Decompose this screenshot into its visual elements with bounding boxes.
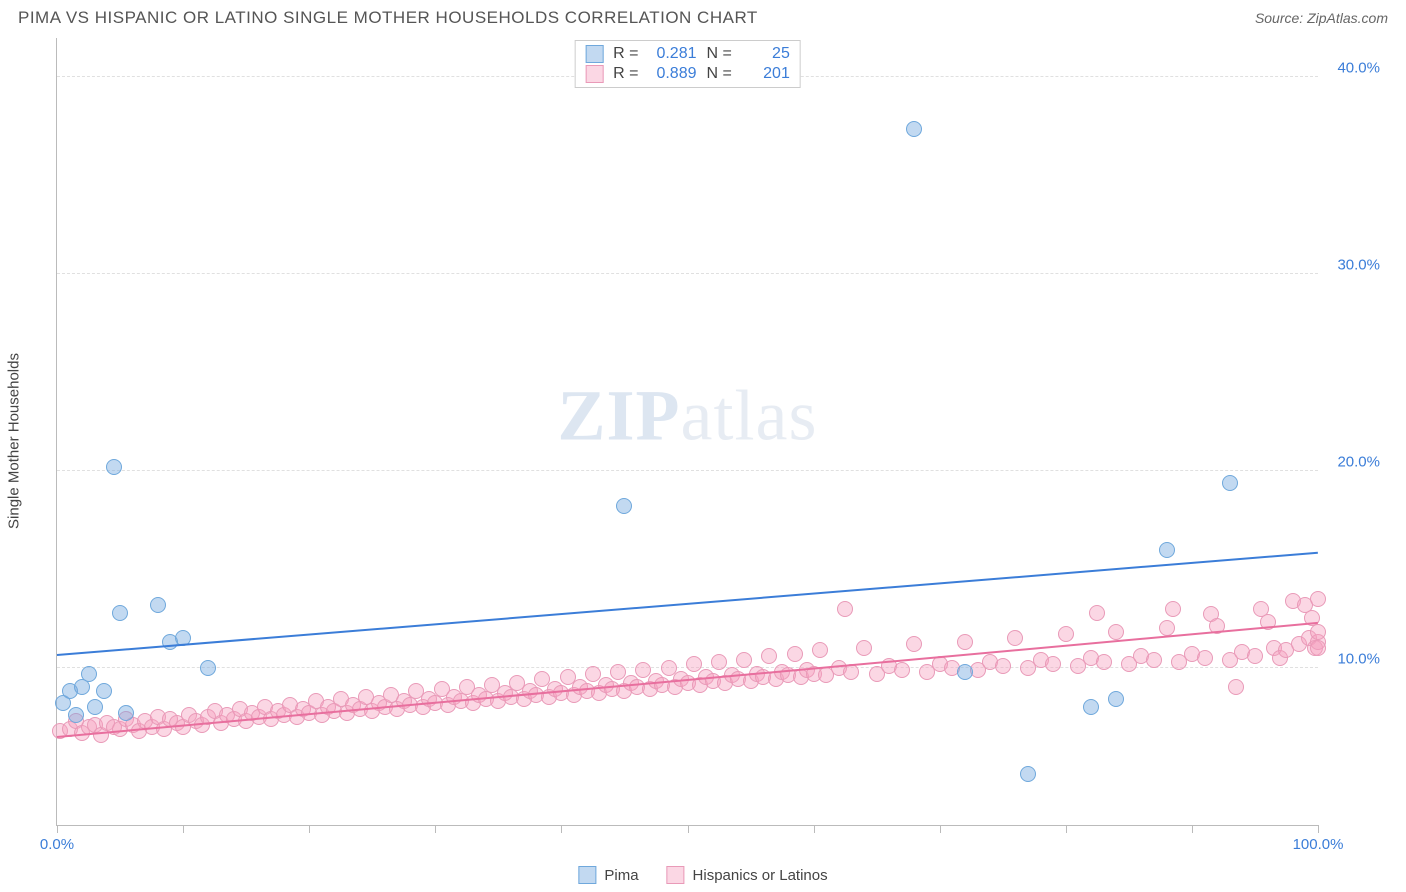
x-tick <box>435 825 436 833</box>
point-series2 <box>894 662 910 678</box>
x-tick <box>561 825 562 833</box>
x-tick <box>183 825 184 833</box>
point-series1 <box>81 666 97 682</box>
point-series1 <box>118 705 134 721</box>
point-series2 <box>957 634 973 650</box>
swatch-series2-icon <box>667 866 685 884</box>
point-series1 <box>74 679 90 695</box>
x-tick <box>688 825 689 833</box>
point-series1 <box>68 707 84 723</box>
stats-legend-box: R = 0.281 N = 25 R = 0.889 N = 201 <box>574 40 801 88</box>
source-label: Source: ZipAtlas.com <box>1255 10 1388 26</box>
point-series2 <box>1146 652 1162 668</box>
watermark: ZIPatlas <box>558 374 818 457</box>
point-series2 <box>856 640 872 656</box>
y-tick-label: 30.0% <box>1337 257 1380 274</box>
point-series1 <box>200 660 216 676</box>
y-tick-label: 10.0% <box>1337 650 1380 667</box>
point-series1 <box>957 664 973 680</box>
point-series2 <box>906 636 922 652</box>
point-series2 <box>1007 630 1023 646</box>
stats-row-series1: R = 0.281 N = 25 <box>585 44 790 64</box>
point-series2 <box>1310 591 1326 607</box>
gridline <box>57 273 1318 274</box>
x-tick <box>1192 825 1193 833</box>
point-series2 <box>837 601 853 617</box>
point-series2 <box>787 646 803 662</box>
x-tick <box>1318 825 1319 833</box>
swatch-series1 <box>585 45 603 63</box>
legend-item-series1: Pima <box>578 866 638 884</box>
plot-region: ZIPatlas R = 0.281 N = 25 R = 0.889 N = … <box>56 38 1318 826</box>
point-series2 <box>995 658 1011 674</box>
point-series1 <box>616 498 632 514</box>
point-series2 <box>1058 626 1074 642</box>
point-series2 <box>1165 601 1181 617</box>
legend-item-series2: Hispanics or Latinos <box>667 866 828 884</box>
point-series1 <box>1020 766 1036 782</box>
point-series2 <box>1089 605 1105 621</box>
x-tick <box>814 825 815 833</box>
point-series2 <box>736 652 752 668</box>
swatch-series2 <box>585 65 603 83</box>
point-series2 <box>1045 656 1061 672</box>
gridline <box>57 470 1318 471</box>
point-series2 <box>1310 624 1326 640</box>
point-series2 <box>761 648 777 664</box>
chart-area: Single Mother Households ZIPatlas R = 0.… <box>18 38 1388 844</box>
x-tick <box>309 825 310 833</box>
point-series2 <box>686 656 702 672</box>
point-series1 <box>112 605 128 621</box>
point-series1 <box>96 683 112 699</box>
x-tick-label: 0.0% <box>40 836 74 853</box>
x-tick-label: 100.0% <box>1293 836 1344 853</box>
legend-label-series2: Hispanics or Latinos <box>693 867 828 884</box>
point-series2 <box>812 642 828 658</box>
point-series1 <box>1083 699 1099 715</box>
point-series1 <box>87 699 103 715</box>
point-series1 <box>106 459 122 475</box>
point-series2 <box>1096 654 1112 670</box>
stats-row-series2: R = 0.889 N = 201 <box>585 64 790 84</box>
point-series1 <box>1159 542 1175 558</box>
point-series2 <box>1247 648 1263 664</box>
bottom-legend: Pima Hispanics or Latinos <box>578 866 827 884</box>
x-tick <box>1066 825 1067 833</box>
y-axis-label: Single Mother Households <box>6 353 23 529</box>
y-tick-label: 20.0% <box>1337 453 1380 470</box>
point-series1 <box>1222 475 1238 491</box>
x-tick <box>940 825 941 833</box>
legend-label-series1: Pima <box>604 867 638 884</box>
point-series2 <box>711 654 727 670</box>
x-tick <box>57 825 58 833</box>
point-series2 <box>1228 679 1244 695</box>
point-series2 <box>1197 650 1213 666</box>
point-series2 <box>1108 624 1124 640</box>
point-series2 <box>1310 640 1326 656</box>
point-series2 <box>1159 620 1175 636</box>
chart-title: PIMA VS HISPANIC OR LATINO SINGLE MOTHER… <box>18 8 758 28</box>
point-series1 <box>906 121 922 137</box>
swatch-series1-icon <box>578 866 596 884</box>
y-tick-label: 40.0% <box>1337 60 1380 77</box>
point-series1 <box>1108 691 1124 707</box>
point-series1 <box>150 597 166 613</box>
